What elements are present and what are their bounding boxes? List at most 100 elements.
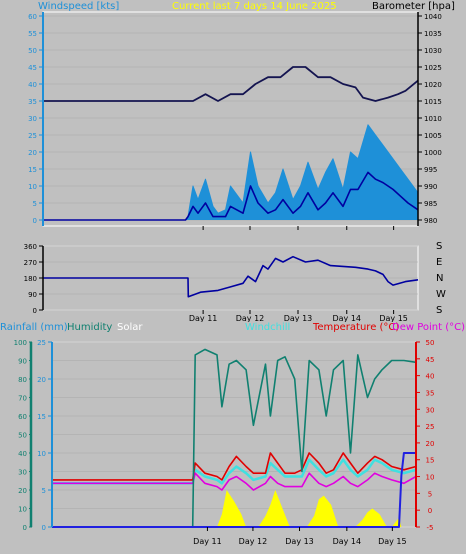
legend-entry: Windchill: [245, 322, 290, 333]
left-tick-label: 55: [28, 30, 37, 38]
temperature-tick-label: 5: [428, 490, 432, 498]
humidity-tick-label: 70: [18, 395, 27, 403]
x-tick-label: Day 14: [333, 537, 362, 546]
temperature-tick-label: -5: [427, 524, 434, 532]
temperature-tick-label: 40: [426, 373, 435, 381]
right-tick-label: 1025: [424, 64, 442, 72]
legend-entry: Rainfall (mm): [0, 322, 68, 333]
right-tick-label: 1000: [424, 149, 442, 157]
temperature-tick-label: 20: [426, 440, 435, 448]
compass-label: S: [436, 305, 442, 316]
wind-gust-series: [43, 124, 418, 220]
dewpoint-series: [52, 472, 417, 491]
x-tick-label: Day 15: [378, 537, 407, 546]
x-tick-label: Day 15: [379, 231, 408, 232]
right-tick-label: 1015: [424, 98, 442, 106]
right-tick-label: 1005: [424, 132, 442, 140]
x-tick-label: Day 14: [332, 231, 361, 232]
x-tick-label: Day 11: [189, 231, 218, 232]
wind-average-series: [43, 171, 419, 221]
x-tick-label: Day 12: [236, 314, 265, 322]
barometer-series: [43, 66, 419, 102]
chart-title: Current last 7 days 14 June 2025: [172, 1, 337, 12]
x-tick-label: Day 14: [332, 314, 361, 322]
temperature-tick-label: 15: [426, 457, 435, 465]
temperature-tick-label: 0: [428, 507, 432, 515]
temperature-tick-label: 30: [426, 406, 435, 414]
solar-series: [197, 490, 402, 527]
left-tick-label: 40: [28, 81, 37, 89]
left-tick-label: 25: [28, 132, 37, 140]
legend-entry: Solar: [117, 322, 143, 333]
humidity-tick-label: 100: [14, 339, 27, 347]
rain-tick-label: 5: [42, 487, 46, 495]
compass-label: E: [436, 257, 442, 268]
rain-temperature-chart: Rainfall (mm) Humidity Solar Windchill Tempe…: [0, 322, 465, 546]
x-tick-label: Day 15: [379, 314, 408, 322]
x-tick-label: Day 13: [284, 231, 313, 232]
legend-entry: Dew Point (°C): [392, 322, 465, 333]
rain-tick-label: 10: [37, 450, 46, 458]
right-tick-label: 980: [424, 217, 437, 225]
right-tick-label: 1020: [424, 81, 442, 89]
x-tick-label: Day 13: [284, 314, 313, 322]
windspeed-axis-label: Windspeed [kts]: [38, 1, 119, 12]
rain-tick-label: 15: [37, 413, 46, 421]
x-tick-label: Day 12: [236, 231, 265, 232]
right-tick-label: 1040: [424, 13, 442, 21]
rain-tick-label: 0: [42, 524, 46, 532]
compass-label: N: [436, 273, 443, 284]
x-tick-label: Day 12: [239, 537, 268, 546]
compass-label: W: [436, 289, 446, 300]
left-tick-label: 30: [28, 115, 37, 123]
left-tick-label: 90: [28, 291, 37, 299]
humidity-tick-label: 0: [23, 524, 27, 532]
left-tick-label: 270: [24, 259, 37, 267]
left-tick-label: 0: [33, 307, 37, 315]
right-tick-label: 1035: [424, 30, 442, 38]
left-tick-label: 10: [28, 183, 37, 191]
barometer-axis-label: Barometer [hpa]: [372, 1, 455, 12]
x-tick-label: Day 13: [285, 537, 314, 546]
x-tick-label: Day 11: [189, 314, 218, 322]
left-tick-label: 0: [33, 217, 37, 225]
humidity-tick-label: 90: [18, 358, 27, 366]
left-tick-label: 15: [28, 166, 37, 174]
x-tick-label: Day 11: [193, 537, 222, 546]
legend-entry: Humidity: [67, 322, 112, 333]
right-tick-label: 1030: [424, 47, 442, 55]
humidity-tick-label: 20: [18, 487, 27, 495]
temperature-tick-label: 35: [426, 389, 435, 397]
temperature-series: [52, 452, 417, 481]
left-tick-label: 180: [24, 275, 37, 283]
humidity-tick-label: 50: [18, 432, 27, 440]
right-tick-label: 1010: [424, 115, 442, 123]
humidity-series: [191, 348, 417, 528]
left-tick-label: 60: [28, 13, 37, 21]
rainfall-series: [52, 452, 416, 528]
left-tick-label: 35: [28, 98, 37, 106]
right-tick-label: 985: [424, 200, 437, 208]
rain-tick-label: 25: [37, 339, 46, 347]
windchill-series: [52, 458, 417, 485]
left-tick-label: 20: [28, 149, 37, 157]
left-tick-label: 50: [28, 47, 37, 55]
humidity-tick-label: 60: [18, 413, 27, 421]
wind-gust-line: [43, 124, 419, 221]
right-tick-label: 990: [424, 183, 437, 191]
right-tick-label: 995: [424, 166, 437, 174]
temperature-tick-label: 45: [426, 356, 435, 364]
rain-tick-label: 20: [37, 376, 46, 384]
humidity-tick-label: 10: [18, 506, 27, 514]
left-tick-label: 5: [33, 200, 37, 208]
legend-entry: Temperature (°C): [312, 322, 399, 333]
wind-direction-series: [43, 255, 419, 298]
humidity-tick-label: 30: [18, 469, 27, 477]
temperature-tick-label: 50: [426, 339, 435, 347]
humidity-tick-label: 80: [18, 376, 27, 384]
compass-label: S: [436, 241, 442, 252]
humidity-tick-label: 40: [18, 450, 27, 458]
left-tick-label: 45: [28, 64, 37, 72]
temperature-tick-label: 25: [426, 423, 435, 431]
